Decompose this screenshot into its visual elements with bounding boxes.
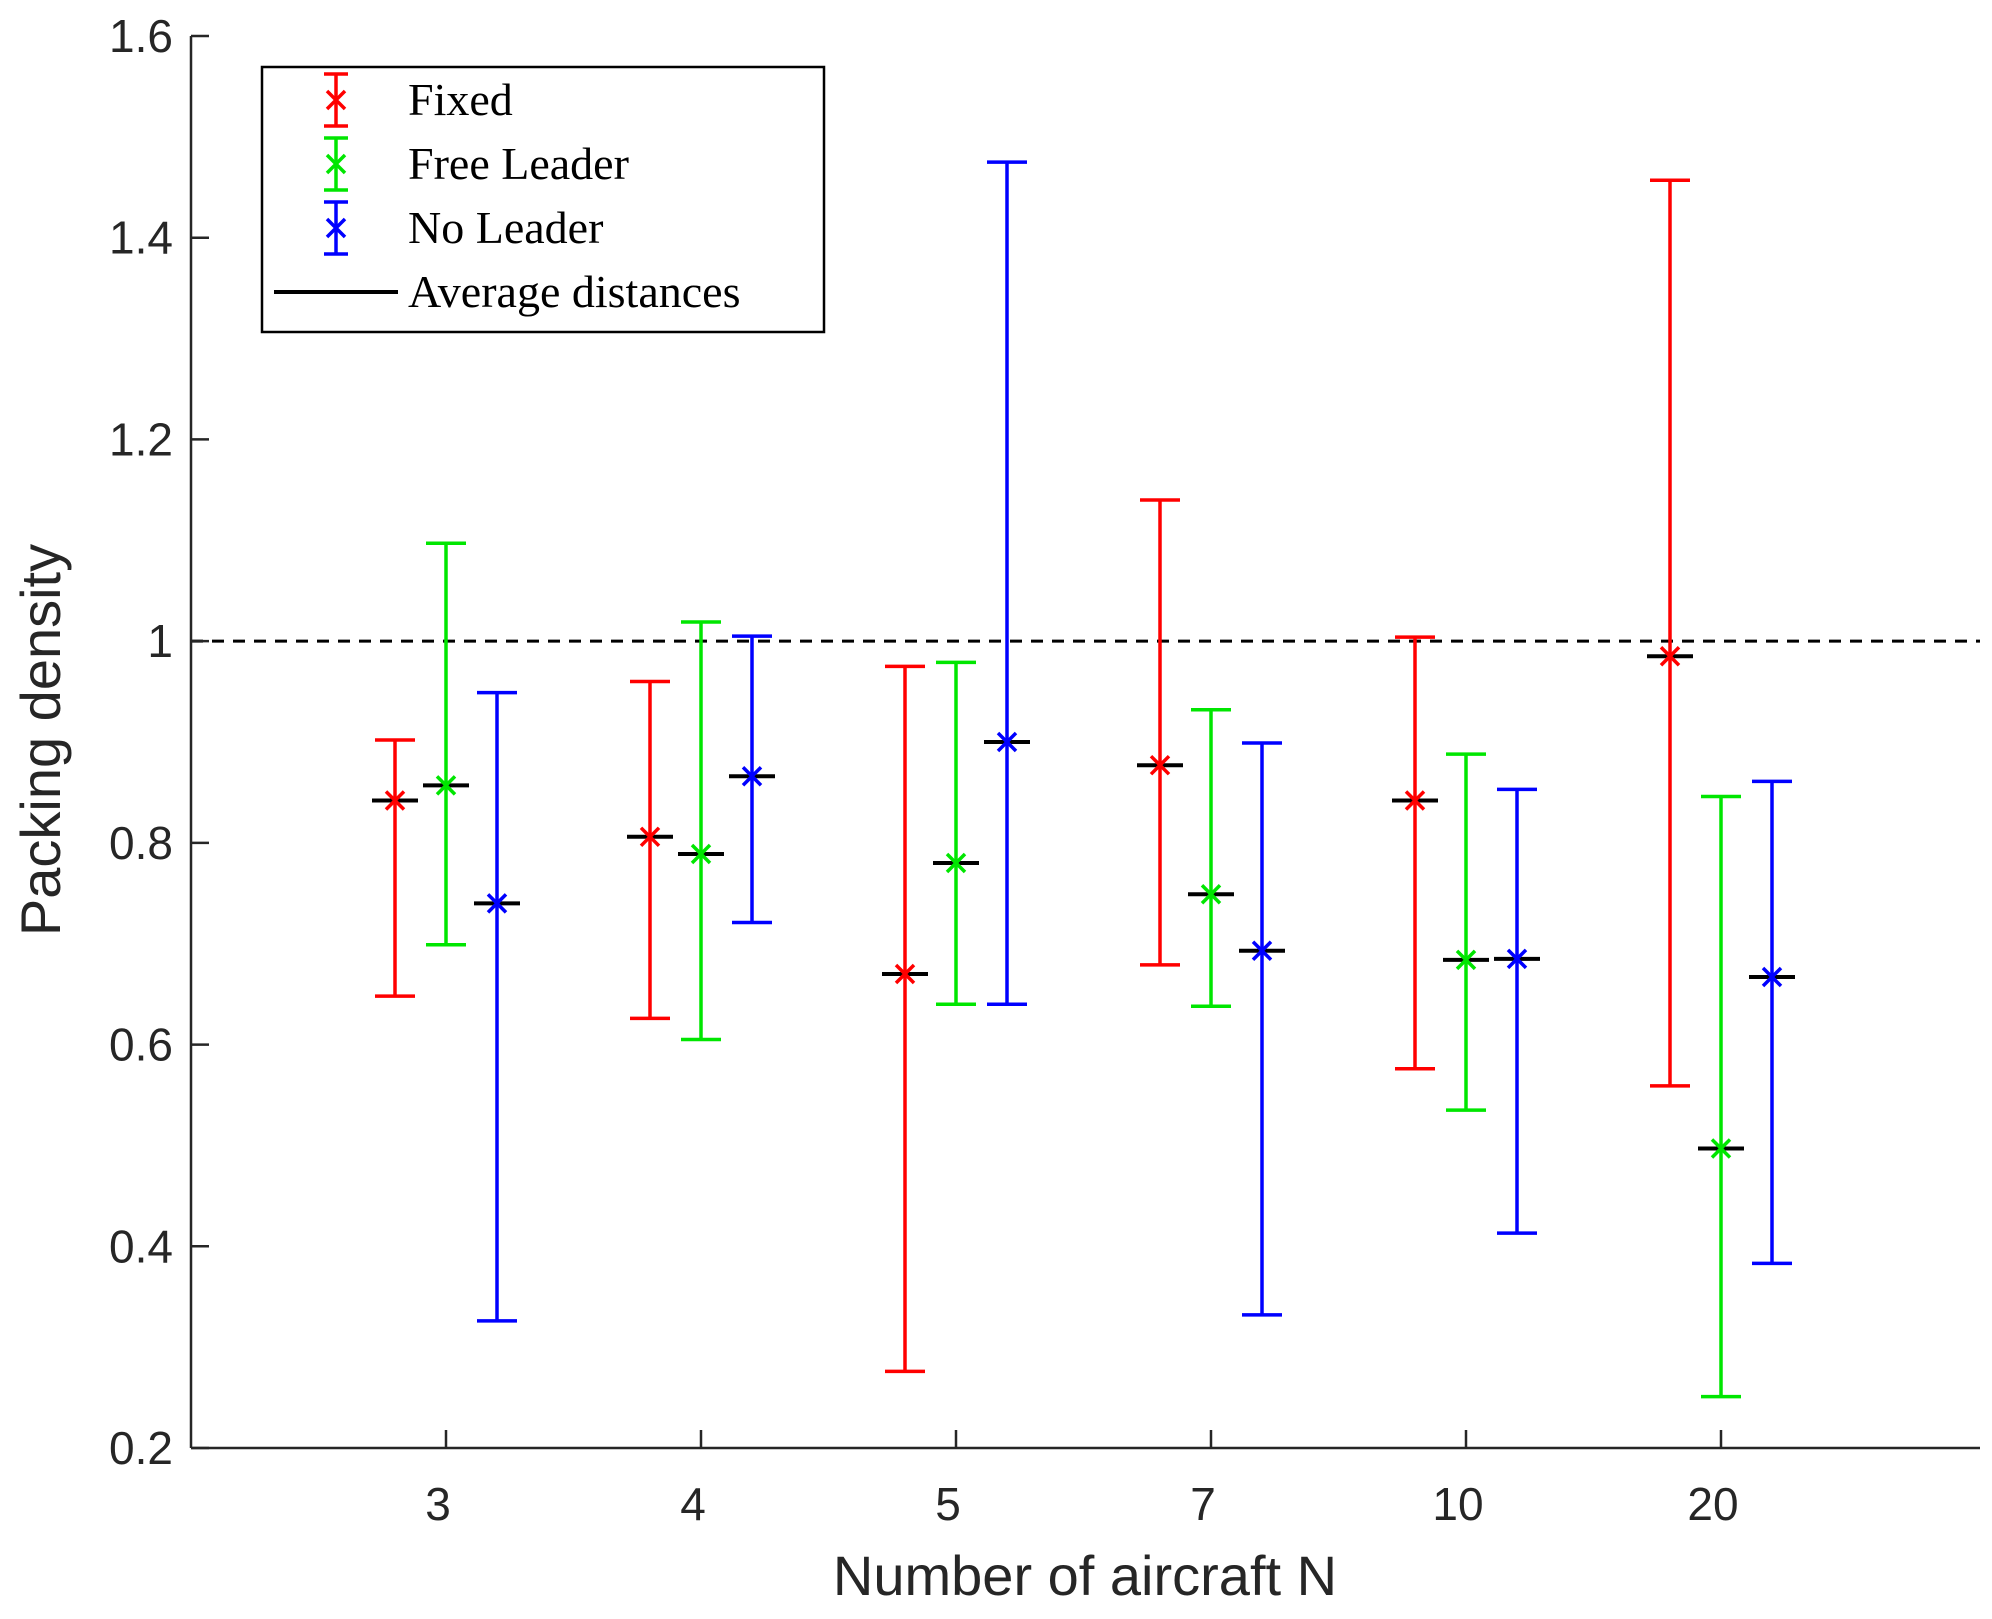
legend-label: Fixed [408,74,513,125]
x-tick-label-7: 7 [1190,1478,1216,1530]
errorbar-free-leader-3-mean-marker [435,775,457,796]
errorbar-fixed-20-mean-marker [1659,646,1681,667]
y-tick-label-1: 0.4 [109,1220,173,1272]
y-tick-label-7: 1.6 [109,10,173,62]
errorbar-fixed-4-mean-marker [639,826,661,848]
legend-entry-average-distances: Average distances [274,266,741,317]
x-tick-label-3: 3 [425,1478,451,1530]
errorbar-no-leader-7-mean-marker [1251,940,1273,962]
errorbar-free-leader-10-mean-marker [1455,949,1477,971]
y-tick-label-2: 0.6 [109,1019,173,1071]
errorbar-free-leader-5-mean-marker [945,852,967,874]
legend-marker-icon [325,153,347,175]
y-axis-label: Packing density [9,544,72,936]
axes [189,34,1980,1450]
legend-box [260,65,826,334]
error-bar-layer [372,160,1795,1399]
errorbar-fixed-5-mean-marker [894,963,916,985]
x-tick-label-10: 10 [1432,1478,1483,1530]
legend-entry-free-leader: Free Leader [324,136,629,192]
y-tick-label-5: 1.2 [109,413,173,465]
y-tick-label-4: 1 [147,615,173,667]
series-fixed [372,178,1693,1374]
tick-labels: 0.2 0.4 0.6 0.8 1 1.2 1.4 1.6 3 4 5 7 10 20 [109,10,1739,1530]
legend-marker-icon [325,217,347,239]
errorbar-free-leader-7-mean-marker [1200,884,1222,905]
errorbar-fixed-3-mean-marker [384,790,406,811]
x-tick-label-4: 4 [680,1478,706,1530]
legend-label: Average distances [408,266,741,317]
errorbar-fixed-7-mean-marker [1149,754,1171,776]
errorbar-no-leader-3-mean-marker [486,893,508,914]
errorbar-no-leader-10-mean-marker [1506,948,1528,970]
x-tick-label-20: 20 [1687,1478,1738,1530]
errorbar-free-leader-20-mean-marker [1710,1138,1732,1159]
series-free-leader [423,541,1744,1399]
legend-label: Free Leader [408,138,629,189]
errorbar-no-leader-4-mean-marker [741,766,763,787]
legend-marker-icon [325,89,347,111]
legend-entry-fixed: Fixed [324,72,513,128]
x-tick-label-5: 5 [935,1478,961,1530]
errorbar-no-leader-20-mean-marker [1761,966,1783,988]
errorbar-no-leader-5-mean-marker [996,731,1018,753]
series-no-leader [474,160,1795,1323]
y-tick-label-6: 1.4 [109,212,173,264]
legend-entry-no-leader: No Leader [324,200,603,256]
y-tick-label-3: 0.8 [109,817,173,869]
legend-label: No Leader [408,202,603,253]
errorbar-free-leader-4-mean-marker [690,843,712,865]
x-axis-label: Number of aircraft N [833,1544,1337,1607]
legend: Fixed Free Leader No Leader Average distanc… [260,65,826,334]
y-tick-label-0: 0.2 [109,1422,173,1474]
errorbar-fixed-10-mean-marker [1404,790,1426,811]
